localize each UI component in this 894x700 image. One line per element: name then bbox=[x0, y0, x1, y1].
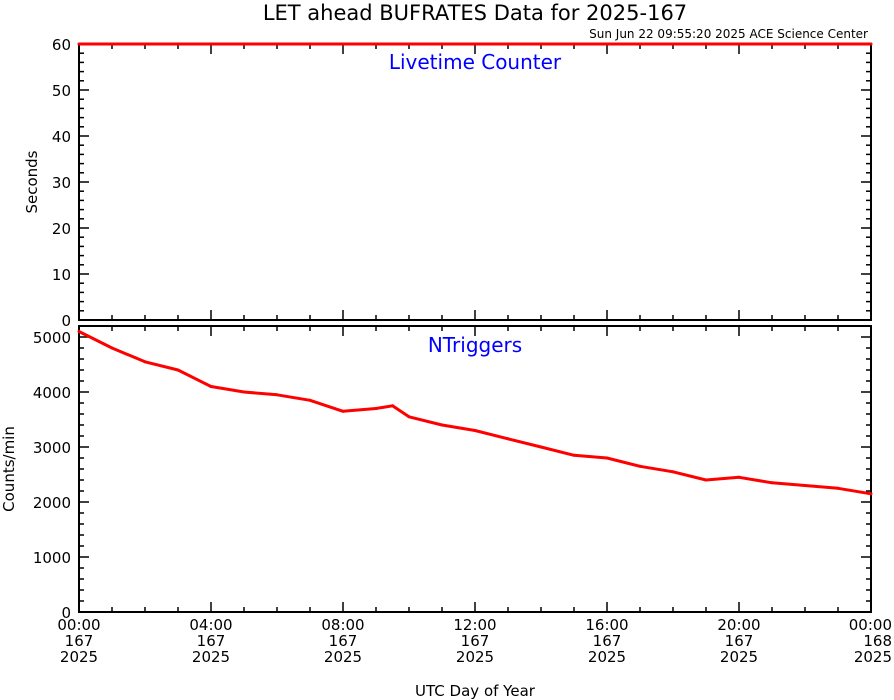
x-tick-doy: 167 bbox=[725, 632, 754, 650]
x-tick-year: 2025 bbox=[192, 648, 230, 666]
y-tick-label: 0 bbox=[61, 312, 71, 330]
data-point bbox=[77, 42, 81, 46]
data-point bbox=[572, 453, 576, 457]
x-tick-doy: 167 bbox=[65, 632, 94, 650]
data-point bbox=[407, 415, 411, 419]
data-point bbox=[869, 42, 873, 46]
chart-panels: 0 10 20 30 40 50 60 Seconds Livetime Counter 0 100… bbox=[0, 36, 892, 666]
data-point bbox=[836, 486, 840, 490]
x-tick-time: 12:00 bbox=[453, 616, 496, 634]
x-tick-year: 2025 bbox=[588, 648, 626, 666]
y-tick-label: 0 bbox=[61, 604, 71, 622]
data-point bbox=[539, 445, 543, 449]
x-tick-year: 2025 bbox=[456, 648, 494, 666]
data-point bbox=[704, 478, 708, 482]
y-tick-label: 1000 bbox=[33, 549, 71, 567]
y-tick-label: 20 bbox=[52, 220, 71, 238]
y-axis-label: Seconds bbox=[23, 150, 41, 213]
y-tick-label: 30 bbox=[52, 174, 71, 192]
data-point bbox=[77, 330, 81, 333]
data-point bbox=[671, 470, 675, 474]
x-tick-time: 04:00 bbox=[189, 616, 232, 634]
data-point bbox=[803, 484, 807, 487]
panel-1: 0 10 20 30 40 50 60 Seconds Livetime Counter bbox=[23, 36, 873, 330]
x-tick-year: 2025 bbox=[854, 648, 892, 666]
data-point bbox=[374, 407, 378, 410]
data-point bbox=[275, 393, 279, 397]
data-point bbox=[209, 385, 213, 388]
y-tick-label: 40 bbox=[52, 128, 71, 146]
panel-2: 0 1000 2000 3000 4000 5000 Counts/min NTriggers bbox=[0, 325, 873, 622]
series-line bbox=[78, 330, 872, 496]
chart-title: LET ahead BUFRATES Data for 2025-167 bbox=[263, 1, 687, 25]
x-tick-doy: 167 bbox=[197, 632, 226, 650]
plot-frame bbox=[78, 43, 872, 321]
timestamp-label: Sun Jun 22 09:55:20 2025 ACE Science Cen… bbox=[589, 27, 868, 41]
y-tick-label: 3000 bbox=[33, 439, 71, 457]
x-axis-label: UTC Day of Year bbox=[415, 682, 536, 700]
x-tick-year: 2025 bbox=[720, 648, 758, 666]
plot-frame bbox=[78, 325, 872, 613]
data-point bbox=[473, 429, 477, 432]
x-tick-doy: 167 bbox=[461, 632, 490, 650]
x-tick-time: 00:00 bbox=[57, 616, 100, 634]
data-point bbox=[506, 437, 510, 441]
data-point bbox=[176, 368, 180, 372]
x-tick-labels: 00:00167202504:00167202508:00167202512:0… bbox=[57, 616, 892, 666]
x-tick-year: 2025 bbox=[60, 648, 98, 666]
x-tick-time: 20:00 bbox=[717, 616, 760, 634]
y-axis-label: Counts/min bbox=[0, 426, 18, 512]
data-point bbox=[143, 360, 147, 364]
y-tick-label: 4000 bbox=[33, 384, 71, 402]
x-tick-time: 08:00 bbox=[321, 616, 364, 634]
panel-label: Livetime Counter bbox=[389, 50, 562, 74]
data-point bbox=[440, 423, 444, 427]
x-tick-time: 16:00 bbox=[585, 616, 628, 634]
data-point bbox=[341, 409, 345, 413]
y-tick-label: 2000 bbox=[33, 494, 71, 512]
x-tick-time: 00:00 bbox=[849, 616, 892, 634]
data-point bbox=[638, 464, 642, 468]
data-point bbox=[391, 404, 394, 408]
y-tick-label: 10 bbox=[52, 266, 71, 284]
data-point bbox=[737, 475, 741, 479]
data-point bbox=[869, 492, 873, 496]
data-point bbox=[770, 481, 774, 485]
data-point bbox=[110, 346, 114, 350]
panel-label: NTriggers bbox=[428, 333, 522, 357]
y-tick-label: 60 bbox=[52, 36, 71, 54]
x-tick-doy: 167 bbox=[593, 632, 622, 650]
x-tick-year: 2025 bbox=[324, 648, 362, 666]
x-tick-doy: 168 bbox=[863, 632, 892, 650]
y-tick-label: 50 bbox=[52, 82, 71, 100]
data-point bbox=[242, 390, 246, 394]
y-tick-label: 5000 bbox=[33, 329, 71, 347]
x-tick-doy: 167 bbox=[329, 632, 358, 650]
data-point bbox=[605, 456, 609, 460]
data-point bbox=[308, 398, 312, 402]
